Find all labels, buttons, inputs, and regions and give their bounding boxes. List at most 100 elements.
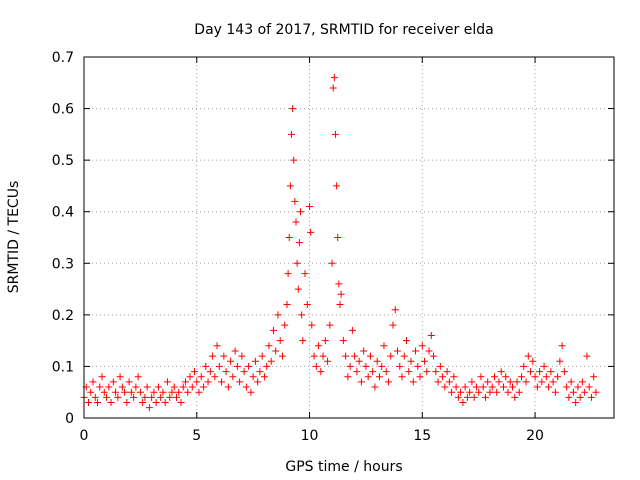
x-tick-label: 15 [413, 428, 431, 444]
data-point [583, 352, 591, 360]
data-point [454, 393, 462, 401]
data-point [281, 321, 289, 329]
data-point [499, 383, 507, 391]
y-tick-label: 0.6 [52, 102, 74, 118]
data-point [283, 301, 291, 309]
data-point [139, 399, 147, 407]
data-point [209, 352, 217, 360]
data-point [286, 182, 294, 190]
data-point [366, 352, 374, 360]
data-point [328, 259, 336, 267]
data-point [321, 337, 329, 345]
data-point [319, 352, 327, 360]
x-tick-label: 20 [526, 428, 544, 444]
data-point [312, 362, 320, 370]
data-point [448, 388, 456, 396]
data-point [179, 383, 187, 391]
data-point [531, 373, 539, 381]
data-point [177, 399, 185, 407]
data-point [245, 362, 253, 370]
data-point [118, 383, 126, 391]
data-point [231, 347, 239, 355]
data-point [353, 368, 361, 376]
data-point [360, 347, 368, 355]
data-point [284, 270, 292, 278]
data-point [477, 373, 485, 381]
data-point [107, 399, 115, 407]
plot-frame [83, 56, 615, 419]
data-point [202, 362, 210, 370]
data-point [527, 368, 535, 376]
data-point [475, 388, 483, 396]
data-point [145, 404, 153, 412]
data-point [249, 373, 257, 381]
data-point [409, 378, 417, 386]
data-point [529, 357, 537, 365]
data-point [141, 393, 149, 401]
data-point [222, 368, 230, 376]
data-point [324, 357, 332, 365]
data-point [109, 378, 117, 386]
data-point [326, 321, 334, 329]
data-point [152, 399, 160, 407]
data-point [380, 342, 388, 350]
data-point [285, 234, 293, 241]
data-point [574, 383, 582, 391]
data-point [572, 399, 580, 407]
data-point [278, 352, 286, 360]
data-point [457, 388, 465, 396]
data-point [265, 342, 273, 350]
data-point [522, 378, 530, 386]
data-point [91, 393, 99, 401]
data-point [416, 373, 424, 381]
data-point [130, 393, 138, 401]
y-tick-label: 0 [65, 411, 74, 427]
data-point [490, 373, 498, 381]
x-tick-label: 0 [80, 428, 89, 444]
data-point [125, 378, 133, 386]
data-point [103, 393, 111, 401]
data-point [295, 239, 303, 247]
data-point [256, 368, 264, 376]
data-point [85, 399, 93, 407]
data-point [364, 373, 372, 381]
data-point [166, 393, 174, 401]
data-point [405, 368, 413, 376]
data-point [450, 373, 458, 381]
data-point [269, 326, 277, 334]
data-point [274, 311, 282, 319]
data-point [423, 368, 431, 376]
data-point [204, 378, 212, 386]
data-point [545, 383, 553, 391]
x-tick-label: 5 [192, 428, 201, 444]
data-point [445, 378, 453, 386]
data-point [242, 383, 250, 391]
data-point [157, 393, 165, 401]
data-point [472, 383, 480, 391]
data-point [479, 383, 487, 391]
data-point [371, 383, 379, 391]
data-point [493, 388, 501, 396]
data-point [554, 373, 562, 381]
data-point [387, 352, 395, 360]
data-point [276, 337, 284, 345]
y-tick-label: 0.7 [52, 50, 74, 66]
data-point [334, 234, 342, 241]
data-point [116, 373, 124, 381]
data-point [509, 383, 517, 391]
ticks-layer: 0 5 10 15 20 0 0.1 0.2 0.3 0.4 0.5 0.6 0.7 [52, 50, 614, 444]
data-point [168, 388, 176, 396]
data-point [418, 342, 426, 350]
data-point [443, 368, 451, 376]
data-point [536, 368, 544, 376]
data-point [193, 378, 201, 386]
data-point [105, 383, 113, 391]
data-point [549, 378, 557, 386]
data-point [590, 373, 598, 381]
data-point [303, 301, 311, 309]
data-point [578, 378, 586, 386]
data-point [398, 373, 406, 381]
grid-layer [84, 57, 614, 418]
data-point [400, 352, 408, 360]
data-point [389, 321, 397, 329]
